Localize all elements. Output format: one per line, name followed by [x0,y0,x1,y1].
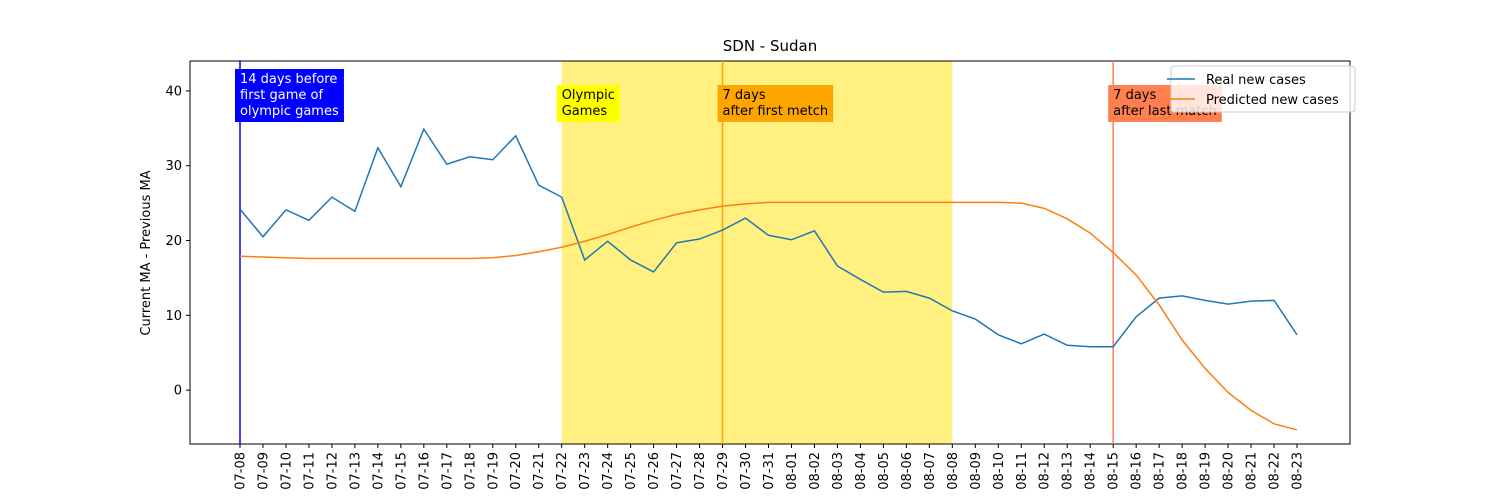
x-tick-label: 07-08 [234,452,249,490]
annotation-text: Olympic [562,88,615,103]
x-tick-label: 08-21 [1245,452,1260,490]
plot-frame [189,60,1351,445]
x-tick-label: 08-20 [1222,452,1237,490]
series-line [239,201,1298,431]
chart-title: SDN - Sudan [723,37,818,55]
x-tick-label: 08-12 [1038,452,1053,490]
annotation-text: 7 days [723,88,766,103]
annotation-text: first game of [240,88,324,103]
legend: Real new cases Predicted new cases [1166,65,1356,113]
x-tick-label: 08-10 [992,452,1007,490]
x-tick-label: 07-25 [624,452,639,490]
x-tick-label: 07-15 [394,452,409,490]
x-tick-label: 08-04 [854,452,869,490]
x-tick-label: 08-09 [969,452,984,490]
x-tick-label: 07-20 [509,452,524,490]
annotation-box [556,85,620,122]
x-tick-label: 08-07 [923,452,938,490]
x-tick-label: 08-22 [1268,452,1283,490]
x-tick-label: 08-17 [1153,452,1168,490]
x-tick-label: 07-16 [417,452,432,490]
x-tick-label: 07-13 [348,452,363,490]
x-tick-label: 07-27 [670,452,685,490]
x-tick-label: 07-18 [463,452,478,490]
y-axis-label: Current MA - Previous MA [139,170,154,335]
legend-label: Real new cases [1206,73,1306,88]
x-tick-label: 07-23 [578,452,593,490]
x-tick-label: 07-29 [716,452,731,490]
x-tick-label: 08-14 [1084,452,1099,490]
x-tick-label: 07-19 [486,452,501,490]
annotation-text: 14 days before [240,72,337,87]
x-tick-label: 08-19 [1199,452,1214,490]
x-tick-label: 08-02 [808,452,823,490]
x-tick-label: 08-16 [1130,452,1145,490]
y-tick-label: 10 [165,309,182,324]
x-tick-label: 07-12 [325,452,340,490]
x-tick-label: 07-24 [601,452,616,490]
annotation-text: olympic games [240,104,339,119]
x-tick-label: 07-09 [256,452,271,490]
series-line [239,127,1298,348]
x-tick-label: 07-21 [532,452,547,490]
annotation-text: Games [562,104,608,119]
x-tick-label: 07-17 [440,452,455,490]
x-tick-label: 08-03 [831,452,846,490]
y-tick-label: 0 [174,384,182,399]
y-tick-label: 40 [165,84,182,99]
y-tick-label: 30 [165,159,182,174]
annotation-text: after first metch [723,104,829,119]
x-tick-label: 08-18 [1176,452,1191,490]
y-tick-label: 20 [165,234,182,249]
x-tick-label: 08-11 [1015,452,1030,490]
x-tick-label: 07-28 [693,452,708,490]
legend-box [1170,65,1356,113]
x-tick-label: 08-13 [1061,452,1076,490]
x-tick-label: 08-08 [946,452,961,490]
x-tick-label: 08-01 [785,452,800,490]
annotation-text: 7 days [1113,88,1156,103]
legend-label: Predicted new cases [1206,93,1339,108]
x-tick-label: 08-06 [900,452,915,490]
x-tick-label: 07-14 [371,452,386,490]
x-tick-label: 08-05 [877,452,892,490]
x-tick-label: 07-10 [279,452,294,490]
x-tick-label: 07-11 [302,452,317,490]
x-tick-label: 07-22 [555,452,570,490]
x-tick-label: 08-23 [1291,452,1306,490]
x-tick-label: 07-30 [739,452,754,490]
highlight-span [561,61,953,444]
annotation-box [235,69,344,122]
x-tick-label: 07-26 [647,452,662,490]
x-tick-label: 07-31 [762,452,777,490]
x-tick-label: 08-15 [1107,452,1122,490]
annotation-box [717,85,834,122]
